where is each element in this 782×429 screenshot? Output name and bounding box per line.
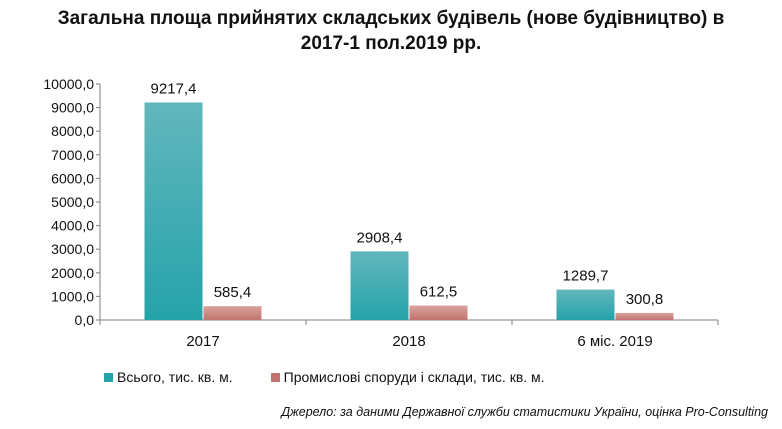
y-tick-label: 1000,0 — [51, 288, 94, 304]
y-tick-label: 6000,0 — [51, 170, 94, 186]
y-tick-label: 7000,0 — [51, 147, 94, 163]
y-tick-label: 3000,0 — [51, 241, 94, 257]
legend-label-industrial: Промислові споруди і склади, тис. кв. м. — [283, 369, 545, 385]
bar-total — [350, 251, 409, 320]
chart-title-line-1: Загальна площа прийнятих складських буді… — [57, 8, 725, 29]
x-tick-label: 2017 — [186, 333, 219, 350]
data-label: 585,4 — [214, 284, 252, 301]
chart-title-line-2: 2017-1 пол.2019 рр. — [300, 33, 482, 54]
bar-industrial — [615, 312, 674, 320]
data-label: 300,8 — [626, 291, 664, 308]
y-tick-label: 5000,0 — [51, 194, 94, 210]
chart-title: Загальна площа прийнятих складських буді… — [0, 6, 782, 56]
x-tick-label: 2018 — [392, 333, 425, 350]
data-label: 612,5 — [420, 284, 458, 301]
data-label: 1289,7 — [563, 268, 609, 285]
bar-industrial — [203, 306, 262, 320]
legend-label-total: Всього, тис. кв. м. — [117, 369, 233, 385]
y-tick-label: 0,0 — [75, 312, 95, 328]
y-tick-label: 8000,0 — [51, 123, 94, 139]
legend: Всього, тис. кв. м. Промислові споруди і… — [104, 367, 583, 387]
legend-item-total: Всього, тис. кв. м. — [104, 369, 233, 385]
legend-item-industrial: Промислові споруди і склади, тис. кв. м. — [270, 369, 545, 385]
data-label: 2908,4 — [357, 229, 403, 246]
bar-total — [556, 289, 615, 320]
data-label: 9217,4 — [151, 80, 197, 97]
legend-swatch-total — [104, 372, 113, 382]
source-note: Джерело: за даними Державної служби стат… — [281, 405, 768, 419]
y-tick-label: 9000,0 — [51, 100, 94, 116]
y-tick-label: 2000,0 — [51, 265, 94, 281]
legend-swatch-industrial — [270, 372, 280, 382]
y-tick-label: 4000,0 — [51, 218, 94, 234]
bar-total — [144, 102, 203, 320]
x-tick-label: 6 міс. 2019 — [577, 333, 652, 350]
y-tick-label: 10000,0 — [43, 76, 94, 92]
bar-industrial — [409, 305, 468, 320]
